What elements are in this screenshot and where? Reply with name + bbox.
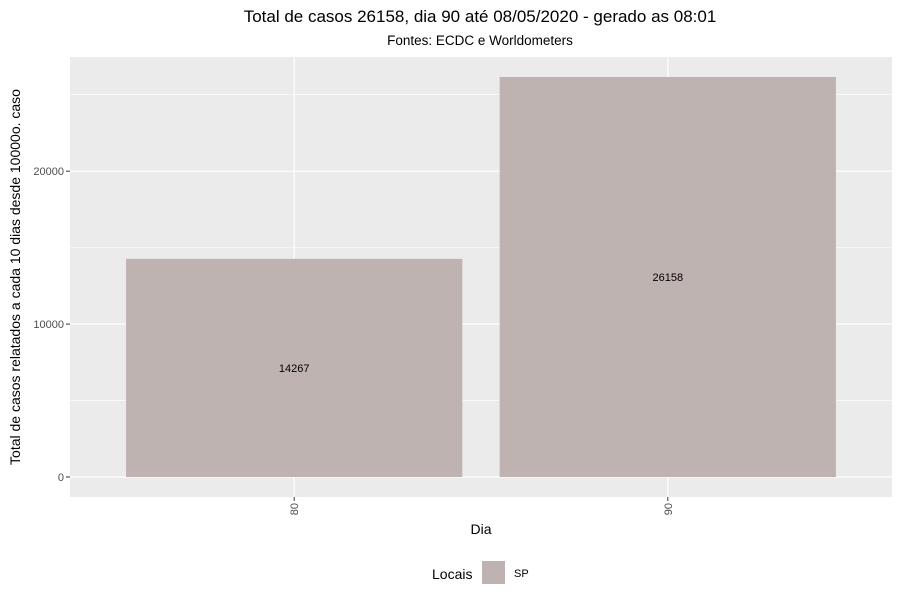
y-tick-label: 10000 <box>33 319 64 331</box>
legend-label-sp: SP <box>514 568 529 580</box>
x-axis-title: Dia <box>470 521 491 537</box>
y-axis: 0 10000 20000 <box>33 166 70 484</box>
legend-key-sp <box>482 561 505 584</box>
y-tick-label: 20000 <box>33 166 64 178</box>
bars <box>126 77 836 477</box>
data-label-80: 14267 <box>279 363 310 375</box>
chart-title: Total de casos 26158, dia 90 até 08/05/2… <box>244 7 717 26</box>
y-tick-label: 0 <box>58 472 64 484</box>
legend-title: Locais <box>432 566 472 582</box>
chart-subtitle: Fontes: ECDC e Worldometers <box>387 33 573 48</box>
x-tick-label: 90 <box>663 503 675 515</box>
x-tick-label: 80 <box>289 503 301 515</box>
data-labels: 14267 26158 <box>279 272 683 375</box>
data-label-90: 26158 <box>653 272 684 284</box>
x-axis: 80 90 <box>289 497 675 515</box>
bar-80 <box>126 258 463 477</box>
legend: Locais SP <box>432 561 529 584</box>
y-axis-title: Total de casos relatados a cada 10 dias … <box>7 89 23 465</box>
bar-90 <box>499 77 836 477</box>
